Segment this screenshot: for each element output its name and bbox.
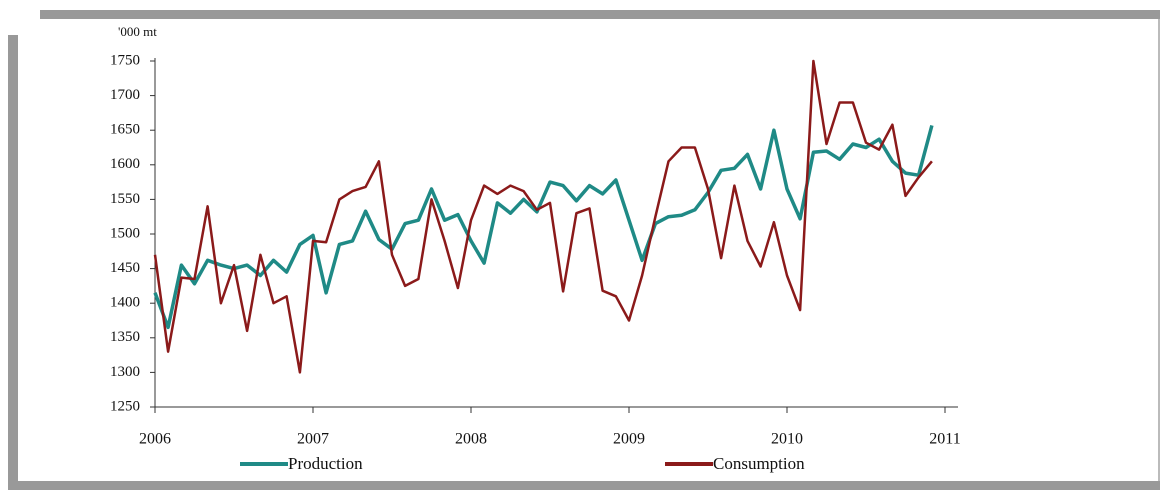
frame-bottom <box>18 481 1160 490</box>
line-series <box>153 59 933 374</box>
y-tick-label: 1250 <box>110 398 140 414</box>
y-axis-label: '000 mt <box>118 24 157 39</box>
y-tick-label: 1350 <box>110 329 140 345</box>
frame-top <box>40 10 1160 19</box>
y-tick-label: 1650 <box>110 122 140 138</box>
x-tick-label: 2011 <box>929 431 960 448</box>
x-tick-label: 2008 <box>455 431 487 448</box>
x-tick-label: 2006 <box>139 431 171 448</box>
legend-label: Production <box>288 454 363 473</box>
y-tick-label: 1700 <box>110 87 140 103</box>
legend-label: Consumption <box>713 454 805 473</box>
line-series <box>153 124 934 330</box>
y-tick-label: 1450 <box>110 260 140 276</box>
x-tick-label: 2010 <box>771 431 803 448</box>
y-tick-label: 1550 <box>110 191 140 207</box>
y-tick-label: 1600 <box>110 156 140 172</box>
y-tick-label: 1300 <box>110 364 140 380</box>
frame-right <box>1158 19 1160 481</box>
x-tick-label: 2009 <box>613 431 645 448</box>
y-tick-label: 1500 <box>110 225 140 241</box>
x-tick-label: 2007 <box>297 431 329 448</box>
frame-left <box>8 35 18 490</box>
y-tick-label: 1750 <box>110 52 140 68</box>
y-tick-label: 1400 <box>110 295 140 311</box>
